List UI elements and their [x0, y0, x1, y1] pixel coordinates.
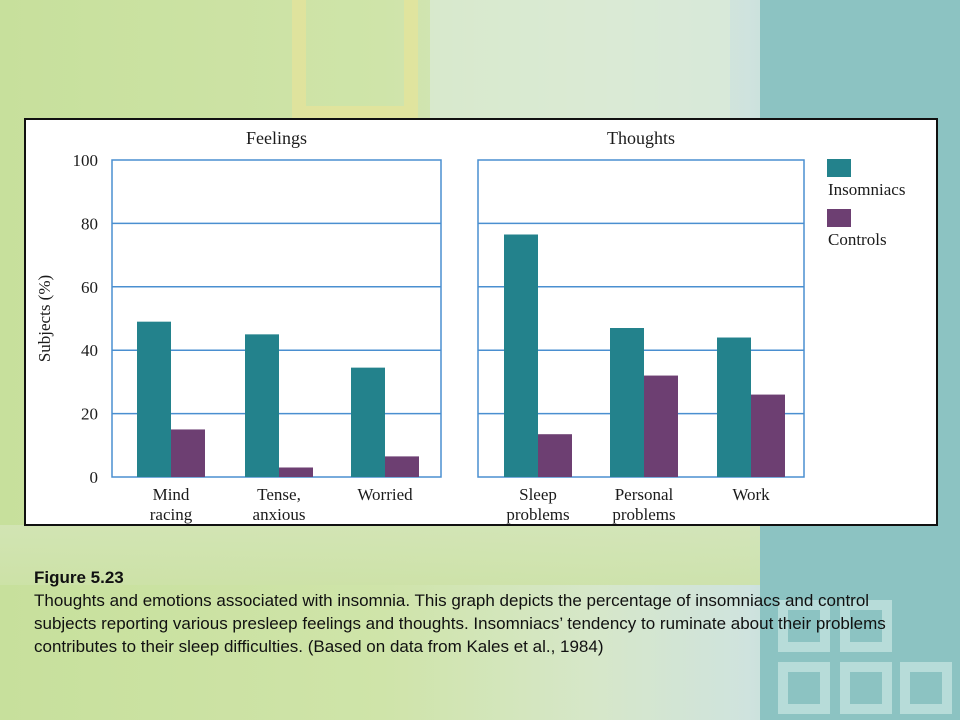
category-label: racing: [150, 505, 193, 524]
bar-controls: [751, 394, 785, 477]
bar-insomniacs: [610, 328, 644, 477]
bar-chart: Subjects (%) 0 20 40 60 80 100 Feelings Mindraci…: [35, 128, 905, 524]
bar-insomniacs: [245, 334, 279, 477]
category-label: Work: [732, 485, 770, 504]
caption-title: Figure 5.23: [34, 568, 124, 587]
bar-controls: [171, 429, 205, 477]
bar-controls: [644, 375, 678, 477]
category-label: problems: [612, 505, 675, 524]
panel-title: Thoughts: [607, 128, 675, 148]
background-square: [840, 662, 892, 714]
y-tick-label: 60: [81, 278, 98, 297]
bar-insomniacs: [504, 234, 538, 477]
y-tick-label: 0: [90, 468, 99, 487]
category-label: Worried: [357, 485, 413, 504]
background-square: [778, 662, 830, 714]
background-frame: [292, 0, 418, 120]
legend-swatch-insomniacs: [827, 159, 851, 177]
background-square: [840, 600, 892, 652]
y-tick-label: 40: [81, 341, 98, 360]
bar-insomniacs: [351, 367, 385, 477]
background-band: [0, 525, 760, 585]
bar-controls: [279, 467, 313, 477]
background-square: [900, 662, 952, 714]
caption-text: Thoughts and emotions associated with in…: [34, 591, 886, 656]
figure-caption: Figure 5.23 Thoughts and emotions associ…: [34, 566, 934, 658]
category-label: Mind: [153, 485, 190, 504]
category-label: problems: [506, 505, 569, 524]
category-label: anxious: [253, 505, 306, 524]
bar-controls: [385, 456, 419, 477]
y-tick-label: 20: [81, 405, 98, 424]
bar-insomniacs: [717, 337, 751, 477]
chart-panel: Subjects (%) 0 20 40 60 80 100 Feelings Mind raci…: [24, 118, 938, 526]
category-label: Personal: [615, 485, 674, 504]
y-tick-label: 80: [81, 214, 98, 233]
bar-controls: [538, 434, 572, 477]
category-label: Tense,: [257, 485, 301, 504]
bar-insomniacs: [137, 321, 171, 477]
background-panel: [430, 0, 730, 120]
legend-swatch-controls: [827, 209, 851, 227]
panel-title: Feelings: [246, 128, 307, 148]
background-square: [778, 600, 830, 652]
category-label: Sleep: [519, 485, 557, 504]
y-tick-label: 100: [73, 151, 99, 170]
y-axis-label: Subjects (%): [35, 275, 54, 362]
legend-label-insomniacs: Insomniacs: [828, 180, 905, 199]
legend-label-controls: Controls: [828, 230, 887, 249]
